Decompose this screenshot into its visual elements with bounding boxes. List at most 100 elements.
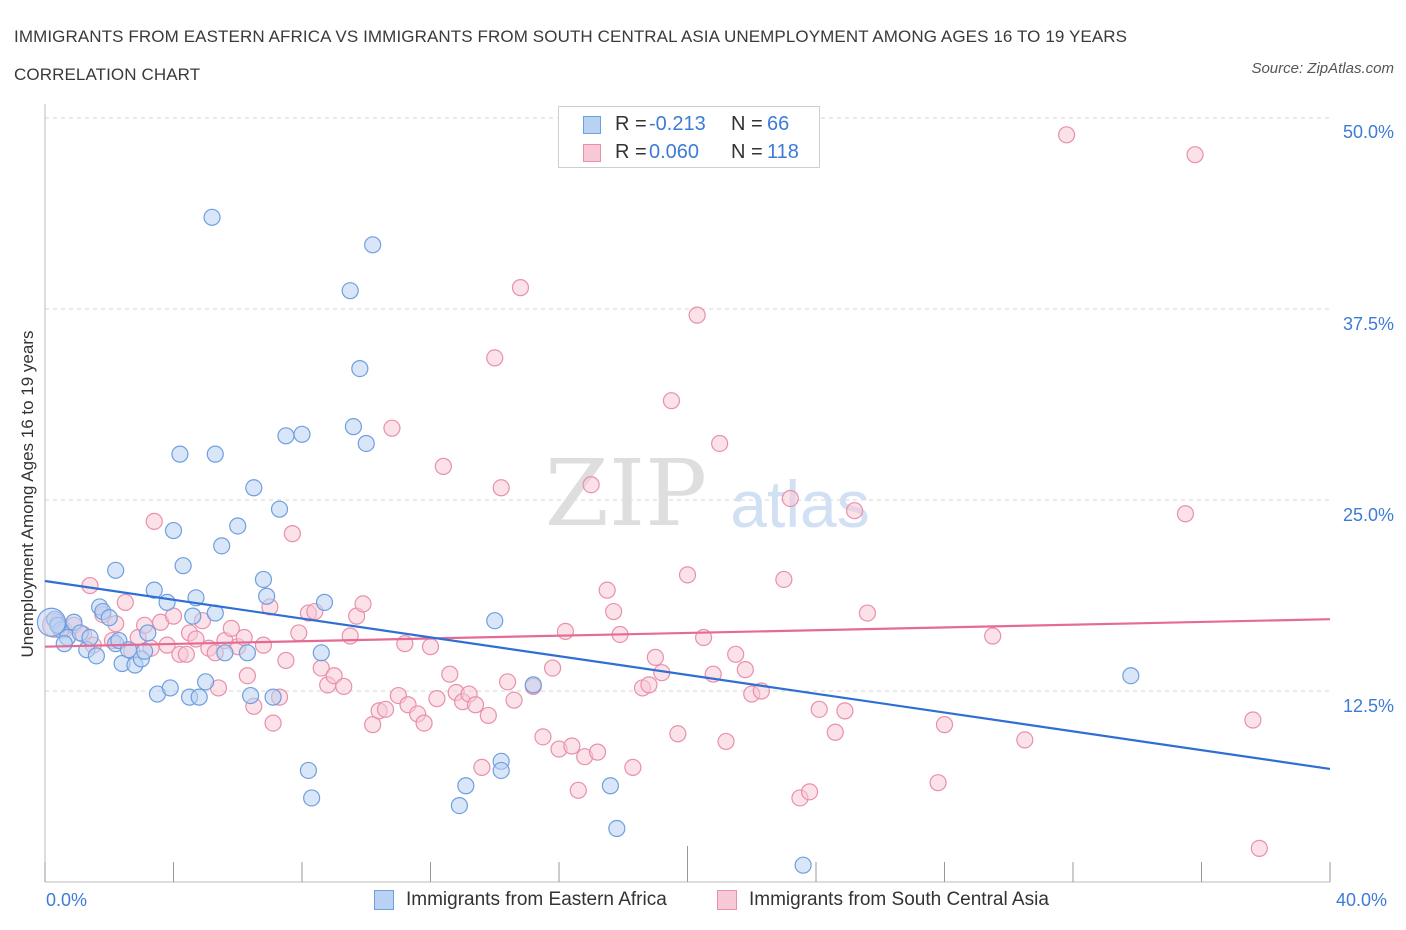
blue-data-point: [242, 686, 260, 705]
blue-data-point: [203, 208, 221, 226]
pink-data-point: [688, 306, 706, 324]
pink-data-point: [479, 706, 497, 725]
pink-data-point: [646, 648, 664, 666]
blue-data-point: [184, 607, 202, 625]
blue-data-point: [344, 418, 362, 436]
pink-data-point: [238, 667, 256, 685]
y-tick-label: 50.0%: [1342, 122, 1394, 142]
blue-data-point: [351, 359, 369, 378]
pink-data-point: [145, 512, 163, 530]
blue-data-point: [315, 593, 334, 611]
blue-data-point: [254, 570, 273, 589]
blue-data-point: [357, 434, 375, 453]
pink-data-point: [505, 691, 523, 709]
pink-data-point: [717, 732, 735, 751]
watermark-zip: ZIP: [545, 440, 707, 547]
blue-data-point: [161, 679, 179, 697]
pink-data-point: [466, 696, 485, 714]
pink-data-point: [858, 604, 877, 622]
pink-data-point: [264, 714, 282, 732]
blue-data-point: [312, 644, 330, 662]
pink-data-point: [669, 725, 687, 743]
blue-data-point: [135, 642, 154, 660]
pink-data-point: [421, 638, 440, 656]
trend-lines: [44, 579, 1331, 771]
blue-data-point: [164, 521, 183, 540]
pink-data-point: [1016, 731, 1034, 749]
pink-data-point: [543, 659, 562, 677]
pink-data-point: [736, 661, 754, 679]
legend-swatch-pink: [583, 144, 601, 162]
correlation-legend: R = -0.213 N = 66 R = 0.060 N = 118: [558, 106, 820, 168]
blue-data-point: [81, 628, 99, 647]
pink-data-point: [364, 716, 382, 734]
watermark-atlas: atlas: [730, 467, 869, 541]
blue-data-point: [145, 581, 163, 599]
blue-data-point: [238, 644, 256, 662]
blue-data-point: [245, 479, 263, 497]
pink-data-point: [563, 737, 581, 755]
pink-data-point: [335, 677, 353, 696]
pink-data-point: [605, 602, 623, 621]
pink-data-point: [781, 489, 799, 508]
pink-data-point: [434, 457, 452, 475]
pink-data-point: [222, 619, 240, 637]
blue-data-point: [492, 761, 510, 780]
blue-data-point: [197, 673, 215, 691]
pink-data-point: [290, 624, 308, 642]
blue-data-point: [171, 445, 189, 463]
pink-data-point: [1244, 711, 1262, 729]
pink-data-point: [582, 476, 600, 494]
blue-data-point: [270, 500, 289, 518]
blue-data-point: [794, 856, 812, 874]
legend-swatch-pink: [717, 890, 737, 910]
blue-data-point: [293, 425, 311, 443]
pink-data-point: [1250, 839, 1268, 857]
blue-data-point: [524, 676, 542, 694]
pink-data-point: [116, 593, 134, 611]
legend-r-value-blue: -0.213: [649, 113, 706, 135]
blue-data-point: [190, 688, 208, 706]
pink-data-point: [254, 636, 273, 654]
legend-n-value-blue: 66: [767, 113, 790, 135]
pink-data-point: [534, 728, 552, 746]
pink-data-point: [727, 645, 745, 663]
blue-data-point: [87, 647, 106, 665]
blue-data-point: [264, 688, 282, 706]
pink-data-point: [492, 479, 510, 497]
pink-data-point: [775, 570, 793, 589]
pink-data-point: [486, 349, 504, 367]
pink-data-point: [711, 434, 729, 453]
blue-data-point: [303, 789, 321, 807]
pink-data-point: [826, 723, 844, 741]
x-tick-label-max: 40.0%: [1336, 890, 1388, 910]
blue-data-point: [457, 777, 475, 795]
blue-trend-line: [44, 579, 1331, 771]
blue-data-point: [174, 557, 192, 575]
blue-data-point: [158, 593, 176, 611]
legend-r-value-pink: 0.060: [649, 141, 700, 163]
blue-data-point: [107, 561, 125, 579]
blue-data-point: [364, 236, 382, 254]
legend-r-label: R =: [615, 113, 647, 135]
pink-data-point: [935, 716, 954, 734]
pink-data-point: [929, 774, 947, 792]
legend-swatch-blue: [583, 116, 601, 134]
blue-data-point: [277, 427, 295, 445]
blue-data-point: [229, 517, 247, 535]
legend-n-label: N =: [731, 141, 763, 163]
pink-data-point: [556, 622, 575, 641]
pink-data-point: [415, 714, 433, 732]
blue-data-point: [341, 282, 359, 300]
x-tick-label-min: 0.0%: [46, 890, 88, 910]
pink-data-point: [640, 676, 658, 694]
blue-data-point: [258, 587, 276, 605]
source-label: Source: ZipAtlas.com: [1251, 60, 1394, 77]
pink-data-point: [325, 667, 343, 685]
pink-data-point: [354, 595, 372, 613]
pink-data-point: [81, 576, 99, 595]
watermark: ZIP atlas: [545, 440, 870, 547]
pink-data-point: [383, 419, 401, 437]
y-axis-label: Unemployment Among Ages 16 to 19 years: [18, 330, 37, 658]
